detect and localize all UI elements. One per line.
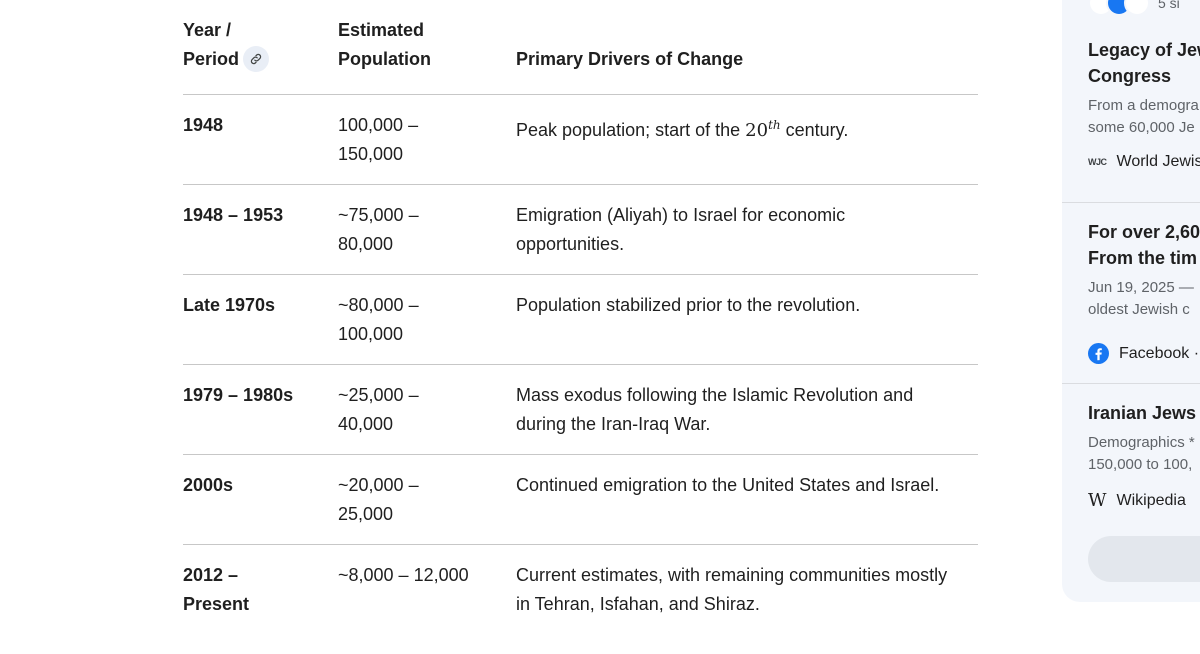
- header-primary-drivers: Primary Drivers of Change: [516, 49, 744, 69]
- cell-population: ~80,000 – 100,000: [338, 295, 419, 344]
- cell-period: 1948: [183, 115, 224, 135]
- population-table: Year / Period Estimated Population Prima…: [183, 0, 978, 635]
- source-card-facebook[interactable]: For over 2,60 From the tim Jun 19, 2025 …: [1088, 219, 1200, 364]
- cell-population: ~8,000 – 12,000: [338, 565, 469, 585]
- table-row: 1979 – 1980s ~25,000 – 40,000 Mass exodu…: [183, 365, 978, 455]
- header-year-period: Year / Period: [183, 16, 338, 74]
- cell-driver: Current estimates, with remaining commun…: [516, 565, 948, 614]
- show-all-button[interactable]: [1088, 536, 1200, 582]
- cell-driver: Emigration (Aliyah) to Israel for econom…: [516, 205, 846, 254]
- source-site: WJC World Jewis: [1088, 153, 1200, 170]
- source-card-wjc[interactable]: Legacy of Jew Congress From a demogra so…: [1088, 37, 1200, 171]
- cell-period: 2000s: [183, 475, 234, 495]
- cell-period: Late 1970s: [183, 295, 276, 315]
- cell-driver: Peak population; start of the 20th centu…: [516, 118, 849, 141]
- cell-driver: Population stabilized prior to the revol…: [516, 295, 861, 315]
- cell-driver: Continued emigration to the United State…: [516, 475, 940, 495]
- source-site: W Wikipedia: [1088, 490, 1186, 511]
- cell-population: ~25,000 – 40,000: [338, 385, 419, 434]
- source-site: Facebook ·: [1088, 343, 1200, 364]
- cell-period: 1979 – 1980s: [183, 385, 294, 405]
- sources-panel: 5 si Legacy of Jew Congress From a demog…: [1062, 0, 1200, 602]
- facebook-icon: [1088, 343, 1109, 364]
- cell-population: ~20,000 – 25,000: [338, 475, 419, 524]
- table-row: Late 1970s ~80,000 – 100,000 Population …: [183, 275, 978, 365]
- divider: [1062, 202, 1200, 203]
- cell-population: 100,000 – 150,000: [338, 115, 419, 164]
- header-estimated-population: Estimated Population: [338, 20, 431, 69]
- wjc-logo-icon: WJC: [1088, 157, 1107, 167]
- cell-driver: Mass exodus following the Islamic Revolu…: [516, 385, 914, 434]
- cell-period: 2012 – Present: [183, 565, 250, 614]
- table-row: 1948 – 1953 ~75,000 – 80,000 Emigration …: [183, 185, 978, 275]
- wikipedia-icon: W: [1088, 490, 1107, 511]
- link-icon[interactable]: [243, 45, 270, 72]
- divider: [1062, 383, 1200, 384]
- source-card-wikipedia[interactable]: Iranian Jews Demographics * 150,000 to 1…: [1088, 400, 1200, 511]
- source-avatar: [1124, 0, 1150, 16]
- cell-period: 1948 – 1953: [183, 205, 284, 225]
- source-avatars[interactable]: 5 si: [1088, 0, 1180, 16]
- table-header: Year / Period Estimated Population Prima…: [183, 0, 978, 95]
- table-row: 2012 – Present ~8,000 – 12,000 Current e…: [183, 545, 978, 635]
- table-row: 1948 100,000 – 150,000 Peak population; …: [183, 95, 978, 185]
- cell-population: ~75,000 – 80,000: [338, 205, 419, 254]
- table-row: 2000s ~20,000 – 25,000 Continued emigrat…: [183, 455, 978, 545]
